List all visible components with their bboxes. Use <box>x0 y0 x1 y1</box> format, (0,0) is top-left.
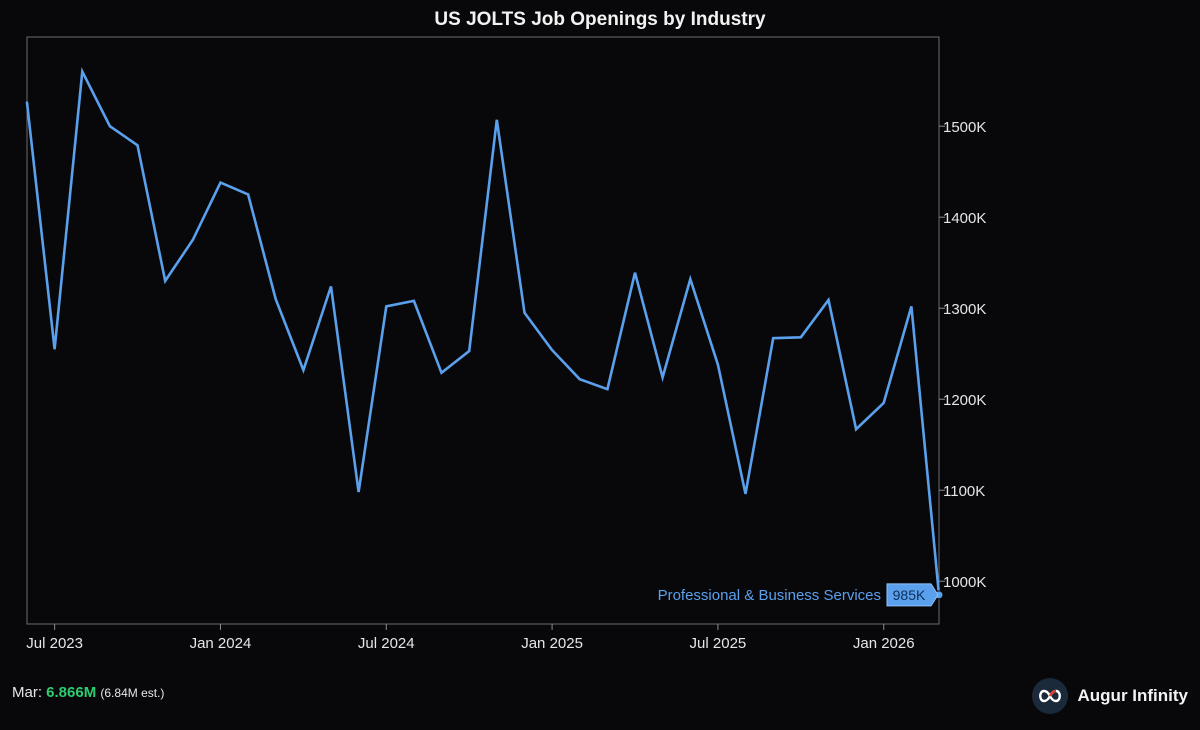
plot-border <box>26 36 940 625</box>
y-tick-label: 1400K <box>943 210 986 227</box>
y-tick-label: 1000K <box>943 574 986 591</box>
series-line <box>25 67 941 597</box>
last-value-label: 985K <box>893 587 926 603</box>
series-name-label: Professional & Business Services <box>658 587 881 604</box>
footer-value: 6.866M <box>46 684 97 701</box>
y-tick-label: 1200K <box>943 392 986 409</box>
y-axis: 1000K 1100K 1200K 1300K 1400K 1500K <box>939 119 986 591</box>
chart-title: US JOLTS Job Openings by Industry <box>434 9 766 30</box>
plot-frame <box>26 36 940 625</box>
footer-summary: Mar: 6.866M (6.84M est.) <box>12 684 164 701</box>
x-tick-label: Jul 2025 <box>690 635 747 652</box>
infinity-icon <box>1031 678 1068 714</box>
y-tick-label: 1500K <box>943 119 986 136</box>
x-axis: Jul 2023 Jan 2024 Jul 2024 Jan 2025 Jul 2025… <box>26 624 915 652</box>
brand-name: Augur Infinity <box>1077 686 1188 705</box>
x-tick-label: Jul 2023 <box>26 635 83 652</box>
x-tick-label: Jul 2024 <box>358 635 415 652</box>
annotation-layer: 985K Professional & Business Services <box>658 583 939 607</box>
footer-estimate: (6.84M est.) <box>100 686 165 700</box>
x-tick-label: Jan 2026 <box>853 635 915 652</box>
x-tick-label: Jan 2025 <box>521 635 583 652</box>
footer-prefix: Mar: <box>12 684 47 701</box>
y-tick-label: 1300K <box>943 301 986 318</box>
series-layer <box>25 67 944 600</box>
last-value-tag <box>886 583 939 607</box>
x-tick-label: Jan 2024 <box>190 635 252 652</box>
brand: Augur Infinity <box>1031 676 1188 716</box>
y-tick-label: 1100K <box>943 483 985 500</box>
